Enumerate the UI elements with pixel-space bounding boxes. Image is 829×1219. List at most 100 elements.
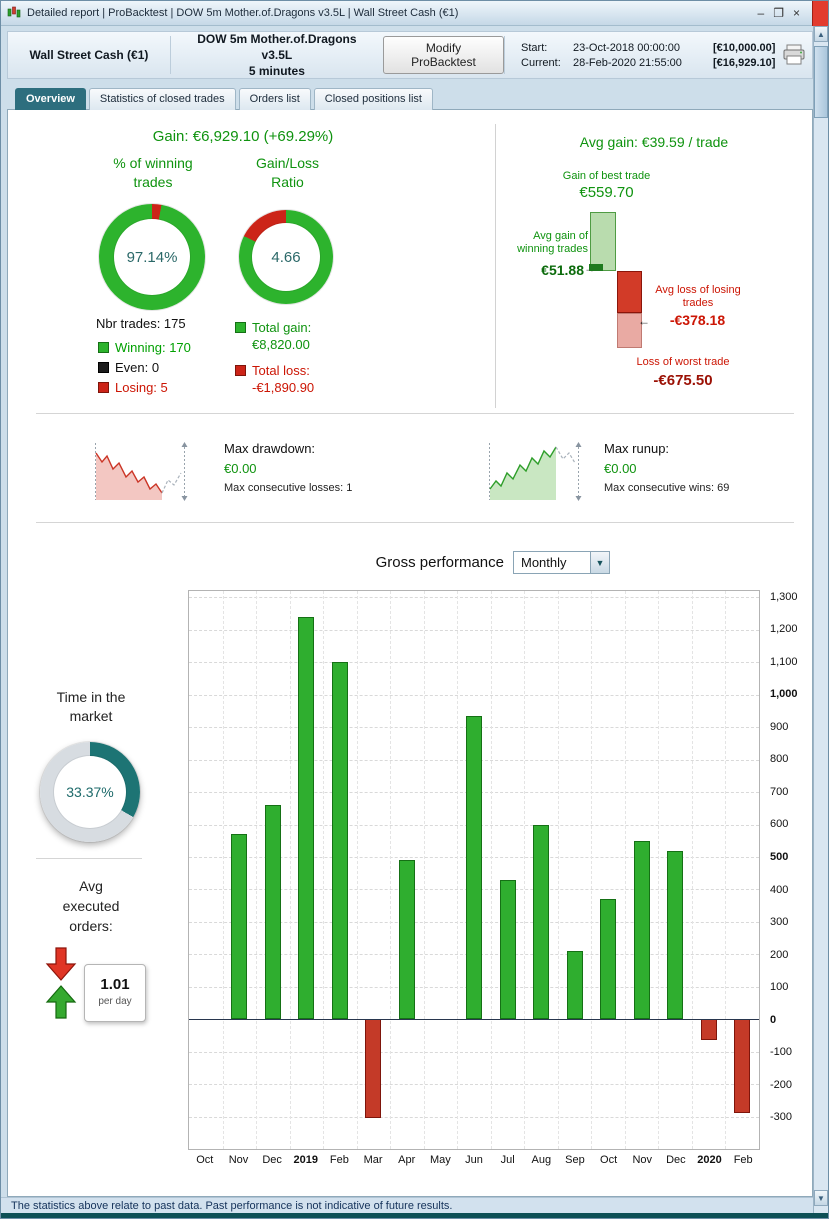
avg-orders-valuebox: 1.01 per day [84, 964, 146, 1022]
tab-bar: Overview Statistics of closed trades Ord… [15, 88, 433, 110]
losing-swatch [98, 381, 109, 393]
start-label: Start: [521, 41, 548, 54]
best-trade-value: €559.70 [579, 184, 634, 201]
overview-panel: Gain: €6,929.10 (+69.29%) % of winning t… [7, 109, 813, 1197]
drawdown-detail: Max consecutive losses: 1 [224, 482, 353, 494]
scrollbar-thumb[interactable] [814, 46, 828, 118]
close-button[interactable]: × [792, 5, 800, 20]
x-axis-tick: 2020 [697, 1154, 722, 1166]
performance-bar-11-sep [566, 951, 583, 1020]
chart-vgridline [390, 591, 392, 1149]
y-axis-tick: 400 [770, 883, 789, 896]
modify-probacktest-button[interactable]: Modify ProBacktest [382, 36, 505, 74]
winning-trades-donut: 97.14% [99, 204, 205, 310]
corner-red-block [812, 1, 828, 26]
scroll-down-button[interactable]: ▼ [814, 1190, 828, 1206]
chart-vgridline [222, 591, 224, 1149]
arrow-left-icon: ← [638, 314, 650, 328]
x-axis-tick: Feb [329, 1154, 349, 1166]
avg-win-label: Avg gain of winning trades [517, 230, 588, 255]
tab-closed-positions-list[interactable]: Closed positions list [313, 88, 433, 110]
start-amount: [€10,000.00] [713, 41, 776, 54]
header-divider [169, 36, 171, 74]
dropdown-arrow-icon[interactable]: ▼ [590, 552, 609, 573]
y-axis-tick: 800 [770, 753, 789, 766]
performance-bar-5-mar [365, 1019, 382, 1119]
time-in-market-value: 33.37% [66, 784, 114, 800]
period-dropdown-value: Monthly [521, 555, 567, 570]
tab-orders-list[interactable]: Orders list [238, 88, 311, 110]
ratio-donut-label: Gain/Loss Ratio [255, 155, 320, 190]
tab-overview[interactable]: Overview [15, 88, 86, 110]
total-gain-label: Total gain: [252, 319, 312, 335]
avg-win-value: €51.88 [541, 262, 584, 278]
worst-trade-label: Loss of worst trade [636, 356, 730, 368]
x-axis-tick: Oct [600, 1154, 618, 1166]
maximize-button[interactable]: ❐ [773, 5, 784, 20]
section-divider [495, 124, 496, 408]
performance-bar-2-dec [264, 805, 281, 1020]
strategy-name: DOW 5m Mother.of.Dragons v3.5L [197, 32, 357, 62]
horizontal-divider [36, 858, 142, 859]
performance-bar-13-nov [633, 840, 650, 1020]
avg-loss-candle [617, 271, 642, 313]
x-axis-tick: Jul [500, 1154, 515, 1166]
y-axis-tick: 700 [770, 785, 789, 798]
runup-label: Max runup: [604, 441, 670, 456]
y-axis-tick: 100 [770, 981, 789, 994]
totals-block: Total gain: €8,820.00 Total loss: -€1,89… [235, 318, 314, 397]
chart-vgridline [591, 591, 593, 1149]
sell-arrow-icon [44, 946, 78, 987]
gain-loss-ratio-value: 4.66 [271, 248, 301, 266]
y-axis-tick: -100 [770, 1046, 793, 1059]
x-axis-tick: Mar [363, 1154, 383, 1166]
winning-swatch [98, 341, 109, 353]
gain-loss-ratio-donut: 4.66 [239, 210, 333, 304]
bottom-edge [1, 1213, 828, 1218]
chart-vgridline [557, 591, 559, 1149]
chart-hgridline [189, 1116, 759, 1118]
y-axis-tick: 600 [770, 818, 789, 831]
window-controls: – ❐ × [758, 1, 800, 26]
start-datetime: 23-Oct-2018 00:00:00 [573, 41, 681, 54]
chart-vgridline [256, 591, 258, 1149]
runup-detail: Max consecutive wins: 69 [604, 482, 730, 494]
avg-loss-label: Avg loss of losing trades [655, 284, 741, 309]
x-axis-tick: Dec [666, 1154, 686, 1166]
total-loss-value: -€1,890.90 [252, 380, 315, 395]
avg-orders-unit: per day [98, 996, 132, 1007]
period-dropdown[interactable]: Monthly ▼ [513, 551, 610, 574]
nbr-trades: Nbr trades: 175 [96, 316, 186, 331]
avg-gain-summary: Avg gain: €39.59 / trade [579, 134, 729, 150]
x-axis-tick: Oct [196, 1154, 214, 1166]
legend-winning: Winning: 170 [98, 337, 191, 357]
x-axis-tick: Jun [465, 1154, 483, 1166]
scroll-up-button[interactable]: ▲ [814, 26, 828, 42]
disclaimer-text: The statistics above relate to past data… [11, 1199, 453, 1212]
performance-bar-1-nov [231, 834, 248, 1020]
even-count: Even: 0 [115, 359, 160, 375]
x-axis-tick: Sep [565, 1154, 585, 1166]
best-trade-label: Gain of best trade [562, 170, 651, 182]
avg-win-marker [589, 264, 603, 271]
runup-chart-icon [486, 437, 582, 510]
legend-even: Even: 0 [98, 357, 191, 377]
chart-zero-line [189, 1019, 759, 1021]
chart-x-axis: Oct Nov Dec 2019 Feb Mar Apr May Jun Jul Aug Sep Oct… [188, 1154, 760, 1170]
header-divider [504, 36, 506, 74]
horizontal-divider [36, 413, 794, 414]
print-icon[interactable] [775, 44, 812, 66]
performance-bar-6-apr [398, 860, 415, 1020]
minimize-button[interactable]: – [757, 5, 765, 20]
y-axis-tick: 500 [770, 850, 789, 863]
strategy-section: DOW 5m Mother.of.Dragons v3.5L 5 minutes… [171, 31, 505, 79]
chart-hgridline [189, 662, 759, 664]
y-axis-tick: -200 [770, 1078, 793, 1091]
disclaimer-bar: The statistics above relate to past data… [1, 1197, 815, 1213]
drawdown-value: €0.00 [224, 461, 257, 476]
performance-plot [188, 590, 760, 1150]
vertical-scrollbar[interactable]: ▲ ▼ [813, 26, 828, 1213]
chart-hgridline [189, 1051, 759, 1053]
tab-statistics-closed-trades[interactable]: Statistics of closed trades [88, 88, 236, 110]
